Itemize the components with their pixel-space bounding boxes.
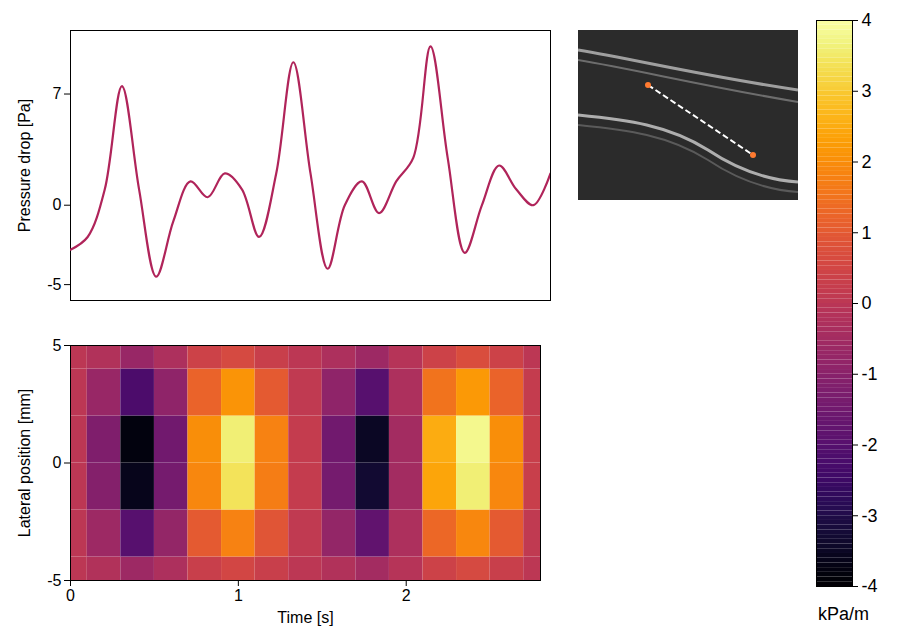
svg-text:0: 0 [53, 196, 62, 213]
svg-text:7: 7 [53, 85, 62, 102]
svg-text:1: 1 [234, 587, 243, 604]
svg-text:5: 5 [53, 337, 62, 354]
svg-text:-3: -3 [862, 506, 878, 526]
svg-text:-4: -4 [862, 576, 878, 596]
svg-text:Lateral position [mm]: Lateral position [mm] [16, 389, 33, 538]
svg-text:0: 0 [66, 587, 75, 604]
svg-text:1: 1 [862, 223, 872, 243]
svg-text:0: 0 [862, 293, 872, 313]
svg-text:2: 2 [862, 152, 872, 172]
svg-text:-1: -1 [862, 364, 878, 384]
svg-text:3: 3 [862, 81, 872, 101]
svg-text:-5: -5 [47, 572, 61, 589]
svg-text:4: 4 [862, 10, 872, 30]
svg-text:-5: -5 [47, 276, 61, 293]
svg-text:Time [s]: Time [s] [277, 609, 333, 626]
svg-text:-2: -2 [862, 435, 878, 455]
svg-text:2: 2 [402, 587, 411, 604]
svg-text:Pressure drop [Pa]: Pressure drop [Pa] [16, 99, 33, 232]
svg-text:0: 0 [53, 454, 62, 471]
html-text:kPa/m: kPa/m [818, 604, 869, 624]
